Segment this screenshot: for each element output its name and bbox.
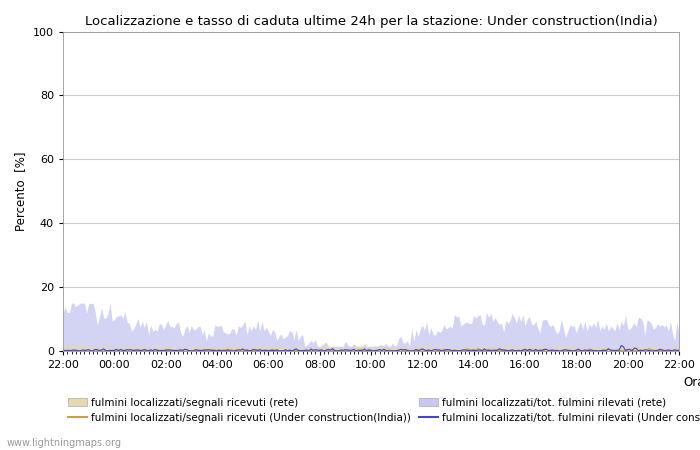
Legend: fulmini localizzati/segnali ricevuti (rete), fulmini localizzati/segnali ricevut: fulmini localizzati/segnali ricevuti (re… [68, 398, 700, 423]
Title: Localizzazione e tasso di caduta ultime 24h per la stazione: Under construction(: Localizzazione e tasso di caduta ultime … [85, 14, 657, 27]
Text: www.lightningmaps.org: www.lightningmaps.org [7, 438, 122, 448]
Text: Orario: Orario [683, 376, 700, 389]
Y-axis label: Percento  [%]: Percento [%] [15, 152, 27, 231]
